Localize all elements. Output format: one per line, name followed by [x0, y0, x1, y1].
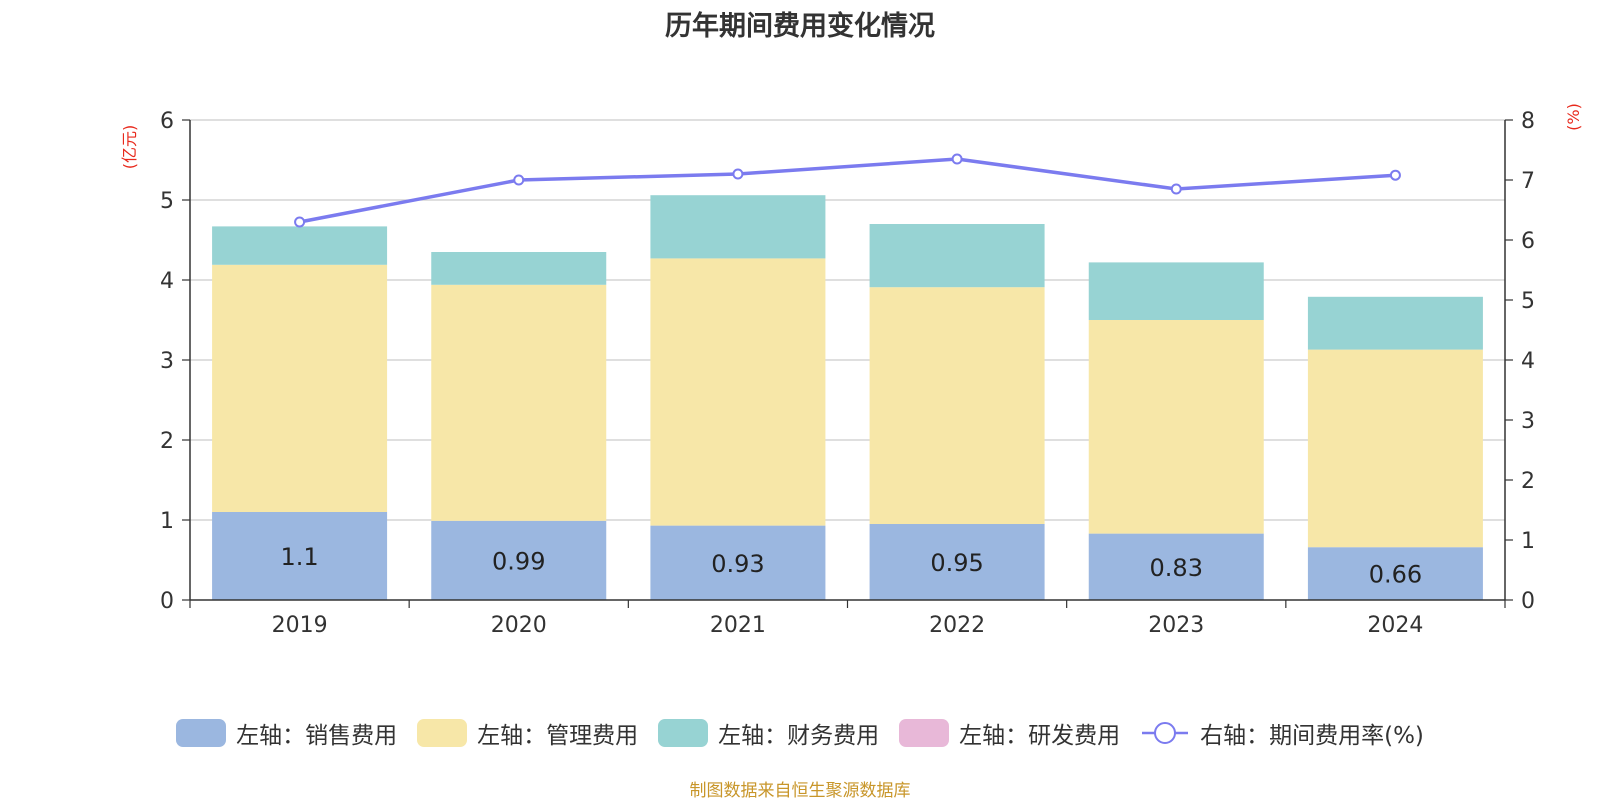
- bar-segment: [1307, 349, 1483, 548]
- right-axis-tick-label: 7: [1521, 169, 1535, 194]
- bar-segment: [650, 258, 826, 526]
- axis-layer: 0 1 2 3 4 5 6 0 1 2 3 4 5 6 7 8 2019 2020 2021 2022 2023 2024…: [120, 103, 1583, 638]
- legend-swatch: [176, 719, 227, 747]
- right-axis-tick-label: 5: [1521, 289, 1535, 314]
- x-axis-tick-label: 2021: [710, 613, 766, 638]
- bar-segment: [212, 226, 388, 265]
- right-axis-tick-label: 4: [1521, 349, 1535, 374]
- gridlines: [190, 119, 1505, 521]
- legend-label: 左轴：研发费用: [959, 723, 1121, 749]
- left-axis-tick-label: 6: [160, 109, 174, 134]
- bar-segment: [212, 512, 388, 600]
- bar-segment: [869, 287, 1045, 524]
- left-axis-tick-label: 1: [160, 509, 174, 534]
- right-axis-tick-label: 3: [1521, 409, 1535, 434]
- bar-data-label: 0.66: [1369, 561, 1422, 589]
- source-note: 制图数据来自恒生聚源数据库: [689, 781, 911, 801]
- legend-swatch: [658, 719, 709, 747]
- left-axis-tick-label: 5: [160, 189, 174, 214]
- legend-swatch: [417, 719, 468, 747]
- chart-title: 历年期间费用变化情况: [665, 11, 935, 42]
- rate-point: [513, 174, 525, 186]
- right-axis-tick-label: 0: [1521, 589, 1535, 614]
- bar-segment: [650, 195, 826, 259]
- left-axis-tick-label: 4: [160, 269, 174, 294]
- right-axis-tick-label: 2: [1521, 469, 1535, 494]
- rate-point: [1170, 183, 1182, 195]
- right-axis-tick-label: 8: [1521, 109, 1535, 134]
- left-axis-tick-label: 3: [160, 349, 174, 374]
- x-axis-tick-label: 2023: [1148, 613, 1204, 638]
- rate-point: [294, 216, 306, 228]
- legend-line-marker: [1154, 722, 1177, 744]
- bar-data-label: 0.95: [930, 549, 983, 577]
- right-axis-tick-label: 6: [1521, 229, 1535, 254]
- x-axis-tick-label: 2019: [272, 613, 328, 638]
- legend-item[interactable]: 左轴：财务费用: [658, 716, 879, 750]
- bar-segment: [1307, 296, 1483, 350]
- left-axis-unit-label: (亿元): [120, 125, 139, 170]
- bar-segment: [1088, 320, 1264, 534]
- legend-label: 左轴：销售费用: [236, 723, 398, 749]
- rate-point: [1389, 169, 1401, 181]
- bar-data-label: 0.83: [1150, 554, 1203, 582]
- legend-label: 左轴：管理费用: [477, 723, 639, 749]
- bar-segment: [869, 224, 1045, 288]
- legend-label: 左轴：财务费用: [718, 723, 880, 749]
- legend-swatch: [899, 719, 950, 747]
- bar-segment: [650, 525, 826, 600]
- rate-line: [299, 157, 1396, 224]
- bar-segment: [869, 524, 1045, 600]
- rate-point: [951, 153, 963, 165]
- bar-data-label: 0.93: [711, 550, 764, 578]
- bar-segment: [1088, 262, 1264, 320]
- legend-label: 右轴：期间费用率(%): [1200, 723, 1424, 749]
- bar-data-label: 0.99: [492, 547, 545, 575]
- bar-data-label: 1.1: [280, 543, 318, 571]
- legend-item[interactable]: 左轴：管理费用: [417, 716, 638, 750]
- legend-line-swatch: [1142, 722, 1189, 744]
- right-axis-tick-label: 1: [1521, 529, 1535, 554]
- bar-segment: [212, 264, 388, 512]
- bar-segment: [1088, 533, 1264, 600]
- bar-segment: [1307, 547, 1483, 600]
- bar-segment: [431, 284, 607, 521]
- x-axis-tick-label: 2022: [929, 613, 985, 638]
- legend-item[interactable]: 左轴：研发费用: [899, 716, 1120, 750]
- legend: 左轴：销售费用 左轴：管理费用 左轴：财务费用 左轴：研发费用 右轴：期间费用率(%): [0, 716, 1600, 750]
- x-axis-tick-label: 2024: [1367, 613, 1423, 638]
- bar-segment: [431, 252, 607, 285]
- left-axis-tick-label: 2: [160, 429, 174, 454]
- rate-point: [732, 168, 744, 180]
- x-axis-tick-label: 2020: [491, 613, 547, 638]
- legend-item[interactable]: 左轴：销售费用: [176, 716, 397, 750]
- bar-segment: [431, 520, 607, 600]
- right-axis-unit-label: (%): [1564, 103, 1583, 131]
- data-label-layer: 1.1 0.99 0.93 0.95 0.83 0.66: [280, 543, 1422, 589]
- left-axis-tick-label: 0: [160, 589, 174, 614]
- bar-layer: [212, 195, 1483, 600]
- line-layer: [294, 153, 1401, 228]
- legend-item[interactable]: 右轴：期间费用率(%): [1140, 716, 1424, 750]
